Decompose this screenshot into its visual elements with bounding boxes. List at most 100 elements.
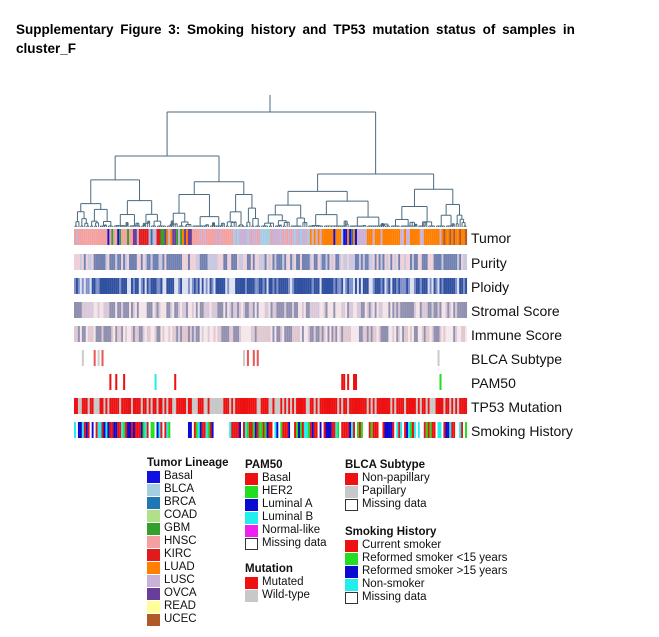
sample-cell: [315, 422, 318, 438]
sample-cell: [360, 422, 363, 438]
sample-cell: [337, 278, 340, 294]
sample-cell: [195, 278, 198, 294]
sample-cell: [221, 229, 224, 245]
sample-cell: [411, 422, 414, 438]
sample-cell: [323, 254, 326, 270]
sample-cell: [237, 229, 240, 245]
legend-item-non-smoker: Non-smoker: [345, 578, 507, 591]
sample-cell: [109, 302, 112, 318]
sample-cell: [233, 326, 236, 342]
swatch-wild-type: [245, 589, 258, 602]
track-label-tumor: Tumor: [471, 230, 511, 246]
sample-cell: [286, 398, 289, 414]
sample-cell: [144, 278, 147, 294]
sample-cell: [225, 254, 228, 270]
sample-cell: [370, 422, 373, 438]
sample-cell: [378, 422, 381, 438]
sample-cell: [278, 229, 281, 245]
sample-cell: [77, 278, 80, 294]
sample-cell: [168, 302, 171, 318]
sample-cell: [423, 398, 426, 414]
sample-cell: [213, 302, 216, 318]
sample-cell: [431, 278, 434, 294]
sample-cell: [239, 278, 242, 294]
sample-cell: [260, 278, 263, 294]
sample-cell: [349, 398, 352, 414]
legend-item-wild-type: Wild-type: [245, 589, 310, 602]
sample-cell: [443, 422, 446, 438]
swatch-hnsc: [147, 535, 160, 548]
sample-cell: [227, 278, 230, 294]
sample-cell: [154, 374, 157, 390]
sample-cell: [362, 254, 365, 270]
track-labels: Tumor Purity Ploidy Stromal Score Immune…: [471, 230, 573, 439]
legend-label: UCEC: [164, 613, 197, 625]
sample-cell: [242, 302, 246, 318]
sample-cell: [307, 278, 310, 294]
sample-cell: [256, 422, 259, 438]
sample-cell: [207, 422, 210, 438]
sample-cell: [81, 350, 84, 366]
sample-cell: [201, 278, 204, 294]
swatch-papillary: [345, 485, 358, 498]
sample-cell: [378, 302, 381, 318]
sample-cell: [447, 254, 450, 270]
sample-cell: [101, 302, 104, 318]
sample-cell: [211, 302, 214, 318]
sample-cell: [374, 398, 377, 414]
sample-cell: [246, 398, 249, 414]
sample-cell: [333, 326, 336, 342]
legend-item-pam50-missing: Missing data: [245, 537, 327, 550]
sample-cell: [109, 326, 112, 342]
sample-cell: [103, 398, 106, 414]
sample-cell: [461, 229, 464, 245]
sample-cell: [140, 229, 143, 245]
sample-cell: [396, 398, 399, 414]
legend-item-her2: HER2: [245, 485, 327, 498]
sample-cell: [303, 254, 306, 270]
sample-cell: [327, 302, 330, 318]
sample-cell: [443, 326, 446, 342]
sample-cell: [353, 278, 356, 294]
legend-label: HNSC: [164, 535, 197, 547]
sample-cell: [150, 254, 153, 270]
sample-cell: [227, 254, 230, 270]
sample-cell: [274, 302, 277, 318]
sample-cell: [380, 278, 383, 294]
sample-cell: [180, 398, 183, 414]
sample-cell: [370, 398, 373, 414]
sample-cell: [298, 398, 301, 414]
sample-cell: [435, 422, 438, 438]
sample-cell: [148, 302, 151, 318]
sample-cell: [319, 278, 322, 294]
sample-cell: [223, 229, 226, 245]
sample-cell: [435, 254, 438, 270]
sample-cell: [290, 398, 293, 414]
sample-cell: [282, 278, 285, 294]
sample-cell: [351, 229, 354, 245]
legend-label: Non-papillary: [362, 472, 430, 484]
sample-cell: [191, 229, 194, 245]
sample-cell: [298, 302, 301, 318]
sample-cell: [231, 254, 234, 270]
sample-cell: [81, 278, 84, 294]
sample-cell: [129, 278, 132, 294]
sample-cell: [113, 254, 116, 270]
sample-cell: [323, 422, 326, 438]
sample-cell: [235, 398, 238, 414]
sample-cell: [305, 229, 308, 245]
sample-cell: [146, 229, 149, 245]
sample-cell: [182, 229, 185, 245]
legend-item-normal-like: Normal-like: [245, 524, 327, 537]
sample-cell: [129, 254, 132, 270]
sample-cell: [79, 229, 82, 245]
sample-cell: [130, 278, 134, 294]
sample-cell: [311, 398, 314, 414]
sample-cell: [335, 254, 338, 270]
sample-cell: [205, 398, 208, 414]
sample-cell: [191, 398, 194, 414]
sample-cell: [201, 302, 204, 318]
sample-cell: [132, 229, 135, 245]
sample-cell: [117, 398, 120, 414]
sample-cell: [213, 326, 216, 342]
